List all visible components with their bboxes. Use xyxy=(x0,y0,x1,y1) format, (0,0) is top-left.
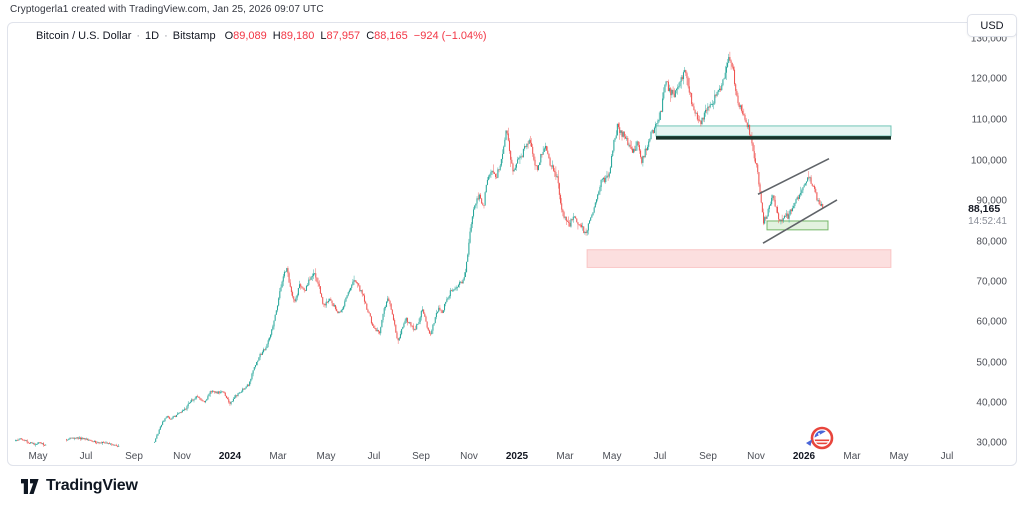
attribution-text: Cryptogerla1 created with TradingView.co… xyxy=(10,4,324,15)
last-price-label: 88,165 14:52:41 xyxy=(968,203,1007,227)
time-tick-jul: Jul xyxy=(79,451,93,462)
time-tick-may: May xyxy=(602,451,622,462)
price-tick-60000: 60,000 xyxy=(976,316,1007,328)
price-tick-120000: 120,000 xyxy=(970,73,1007,85)
time-tick-jul: Jul xyxy=(940,451,954,462)
channel-lower-trendline[interactable] xyxy=(762,199,838,244)
exchange-label: Bitstamp xyxy=(172,30,216,42)
plot-area[interactable] xyxy=(15,51,892,450)
price-tick-50000: 50,000 xyxy=(976,357,1007,369)
danger-zone-rectangle[interactable] xyxy=(586,249,892,268)
last-price-value: 88,165 xyxy=(968,202,1001,215)
supply-zone-rectangle[interactable] xyxy=(655,125,892,137)
tradingview-wordmark: TradingView xyxy=(46,477,138,494)
time-tick-nov: Nov xyxy=(173,451,191,462)
price-tick-100000: 100,000 xyxy=(970,155,1007,167)
tradingview-logo-icon xyxy=(21,478,39,494)
bar-countdown: 14:52:41 xyxy=(968,215,1007,227)
demand-box-rectangle[interactable] xyxy=(766,220,829,231)
price-tick-40000: 40,000 xyxy=(976,397,1007,409)
open-value: O89,089 xyxy=(224,30,267,42)
close-value: C88,165 xyxy=(366,30,408,42)
time-tick-sep: Sep xyxy=(699,451,717,462)
time-tick-jul: Jul xyxy=(653,451,667,462)
price-tick-130000: 130,000 xyxy=(970,33,1007,45)
chart-card: Bitcoin / U.S. Dollar · 1D · Bitstamp O8… xyxy=(7,14,1018,467)
chart-legend: Bitcoin / U.S. Dollar · 1D · Bitstamp O8… xyxy=(36,28,487,44)
sticker-icon[interactable] xyxy=(806,426,834,450)
time-tick-may: May xyxy=(28,451,48,462)
time-tick-2024: 2024 xyxy=(218,451,242,462)
tradingview-logo[interactable]: TradingView xyxy=(20,477,138,495)
time-tick-nov: Nov xyxy=(460,451,478,462)
legend-separator: · xyxy=(164,30,168,42)
time-tick-mar: Mar xyxy=(269,451,287,462)
low-value: L87,957 xyxy=(320,30,361,42)
symbol-title[interactable]: Bitcoin / U.S. Dollar xyxy=(36,30,132,42)
time-tick-2025: 2025 xyxy=(505,451,529,462)
time-tick-mar: Mar xyxy=(843,451,861,462)
time-tick-may: May xyxy=(316,451,336,462)
time-tick-sep: Sep xyxy=(125,451,143,462)
currency-toggle-button[interactable]: USD xyxy=(967,14,1017,37)
candles xyxy=(15,51,824,448)
change-value: −924 (−1.04%) xyxy=(413,30,487,42)
time-tick-2026: 2026 xyxy=(792,451,816,462)
time-tick-jul: Jul xyxy=(367,451,381,462)
price-tick-30000: 30,000 xyxy=(976,437,1007,449)
time-axis[interactable]: May Jul Sep Nov 2024 Mar May Jul Sep Nov 2025 Mar Ma… xyxy=(8,449,954,465)
price-axis[interactable]: 88,165 14:52:41 130,000 120,000 110,000 100… xyxy=(954,23,1016,449)
time-tick-nov: Nov xyxy=(747,451,765,462)
high-value: H89,180 xyxy=(272,30,315,42)
price-tick-70000: 70,000 xyxy=(976,276,1007,288)
price-tick-90000: 90,000 xyxy=(976,195,1007,207)
price-tick-80000: 80,000 xyxy=(976,236,1007,248)
time-tick-sep: Sep xyxy=(412,451,430,462)
legend-separator: · xyxy=(136,30,141,42)
price-tick-110000: 110,000 xyxy=(971,114,1007,126)
ohlc-values: O89,089 H89,180 L87,957 C88,165 −924 (−1… xyxy=(225,30,487,42)
time-tick-may: May xyxy=(889,451,909,462)
channel-upper-trendline[interactable] xyxy=(757,157,830,195)
interval-label[interactable]: 1D xyxy=(145,30,160,42)
time-tick-mar: Mar xyxy=(556,451,574,462)
candlestick-chart[interactable] xyxy=(8,23,1018,467)
